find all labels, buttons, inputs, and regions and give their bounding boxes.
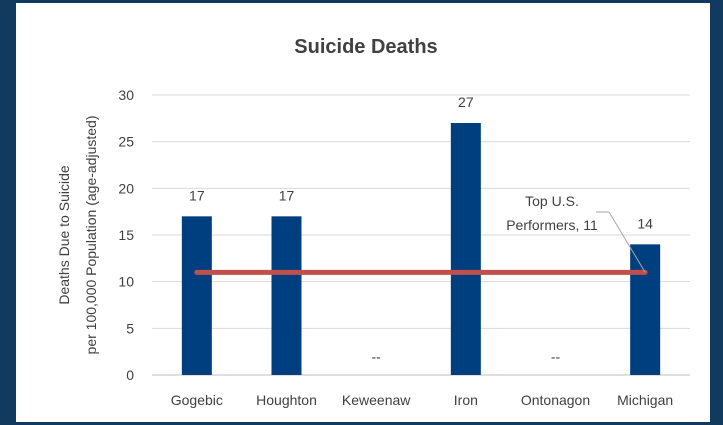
y-tick-label: 5	[126, 320, 134, 336]
y-tick-label: 30	[118, 87, 134, 103]
data-label: --	[551, 348, 561, 364]
x-tick-label: Michigan	[617, 392, 673, 408]
x-tick-label: Gogebic	[171, 392, 223, 408]
x-axis-ticks: Gogebic Houghton Keweenaw Iron Ontonagon Mich…	[171, 392, 673, 408]
data-labels: 17 17 -- 27 -- 14	[189, 94, 653, 364]
y-tick-label: 15	[118, 227, 134, 243]
data-label: --	[372, 348, 382, 364]
y-tick-label: 25	[118, 134, 134, 150]
data-label: 17	[189, 187, 205, 203]
bar-iron	[450, 123, 481, 375]
x-tick-label: Ontonagon	[521, 392, 590, 408]
x-tick-label: Keweenaw	[342, 392, 411, 408]
y-axis-title-line1: Deaths Due to Suicide	[56, 165, 72, 305]
y-axis-title: Deaths Due to Suicide per 100,000 Popula…	[56, 116, 99, 355]
y-tick-label: 20	[118, 180, 134, 196]
bar-michigan	[630, 244, 661, 375]
gridlines	[152, 94, 690, 376]
data-label: 17	[279, 187, 295, 203]
reference-label-line2: Performers, 11	[506, 217, 598, 233]
bar-gogebic	[181, 216, 212, 375]
chart-title: Suicide Deaths	[294, 36, 437, 58]
y-axis-ticks: 0 5 10 15 20 25 30	[118, 87, 134, 383]
reference-label-line1: Top U.S.	[525, 193, 579, 209]
x-tick-label: Houghton	[256, 392, 317, 408]
bar-houghton	[271, 216, 302, 375]
y-tick-label: 10	[118, 274, 134, 290]
x-tick-label: Iron	[454, 392, 478, 408]
y-axis-title-line2: per 100,000 Population (age-adjusted)	[83, 116, 99, 355]
bars	[181, 123, 661, 375]
y-tick-label: 0	[126, 367, 134, 383]
data-label: 27	[458, 94, 474, 110]
reference-label-leader	[608, 211, 646, 273]
data-label: 14	[637, 215, 653, 231]
